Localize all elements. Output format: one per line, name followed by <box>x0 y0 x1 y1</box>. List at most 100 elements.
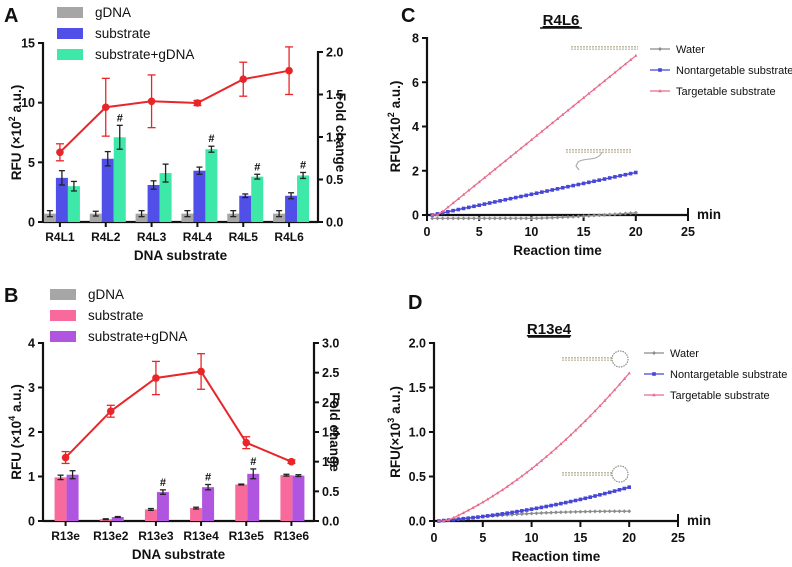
legend-label-D-1: Nontargetable substrate <box>670 369 787 381</box>
legend-label-B-0: gDNA <box>88 287 124 302</box>
series-point-C-0-19 <box>529 216 534 221</box>
y-axis-title-D-post: a.u.) <box>388 386 403 418</box>
y2-tick-label-A-4: 2.0 <box>326 46 343 60</box>
bar-A-gDNA-R4L5 <box>227 213 240 222</box>
legend-swatch-A-2 <box>57 49 83 60</box>
series-point-C-0-1 <box>435 216 440 221</box>
series-point-D-1-16 <box>515 509 519 514</box>
series-point-C-0-35 <box>612 212 617 217</box>
series-point-D-2-4 <box>456 513 460 517</box>
series-point-C-2-13 <box>498 163 502 167</box>
series-point-C-0-12 <box>492 216 497 221</box>
series-point-C-0-6 <box>461 216 466 221</box>
x-tick-label-B-4: R13e5 <box>229 529 265 543</box>
series-point-D-2-26 <box>564 437 568 441</box>
series-point-D-0-37 <box>617 509 622 514</box>
x-tick-label-B-3: R13e4 <box>183 529 219 543</box>
series-point-C-0-15 <box>508 216 513 221</box>
y-tick-label-B-0: 0 <box>28 515 35 529</box>
series-point-D-2-29 <box>578 423 582 427</box>
series-point-D-0-20 <box>534 511 539 516</box>
series-point-C-0-25 <box>560 215 565 220</box>
series-point-D-2-37 <box>617 382 622 386</box>
series-point-D-2-0 <box>437 519 441 523</box>
x-tick-label-A-5: R4L6 <box>274 230 304 244</box>
y2-axis-title-A: Fold change <box>333 93 348 173</box>
series-point-D-0-39 <box>627 509 632 514</box>
series-point-D-0-19 <box>529 511 534 516</box>
bar-A-substrate+gDNA-R4L6 <box>297 175 310 222</box>
series-point-C-2-5 <box>456 196 460 200</box>
x-tick-label-A-0: R4L1 <box>45 230 75 244</box>
series-point-C-2-34 <box>608 74 612 78</box>
series-point-C-0-13 <box>498 216 503 221</box>
series-point-D-2-35 <box>608 393 612 397</box>
bar-A-gDNA-R4L3 <box>135 213 148 222</box>
legend-marker-C-2 <box>658 89 662 93</box>
bar-B-substrate-R13e <box>54 477 67 521</box>
series-point-C-1-10 <box>482 202 487 206</box>
series-point-D-1-18 <box>524 508 529 512</box>
y2-tick-label-B-1: 0.5 <box>322 485 339 499</box>
series-point-D-1-14 <box>505 511 509 515</box>
series-point-C-1-36 <box>618 173 622 178</box>
fold-change-point-B-0 <box>61 453 70 462</box>
bar-A-substrate+gDNA-R4L4 <box>205 149 218 222</box>
bar-B-substrate-R13e6 <box>280 475 293 521</box>
chart-title-D: R13e4 <box>527 321 572 338</box>
y2-tick-label-A-3: 1.5 <box>326 88 343 102</box>
y-axis-title-C-post: a.u.) <box>388 81 403 113</box>
series-point-C-2-6 <box>461 192 466 196</box>
series-point-D-0-38 <box>622 509 627 514</box>
series-point-D-1-23 <box>549 503 553 508</box>
y-tick-label-D-0: 0.0 <box>409 515 426 529</box>
series-point-C-0-27 <box>571 214 576 219</box>
y-axis-title-D-sup: 3 <box>386 418 396 423</box>
series-point-C-0-7 <box>466 216 471 221</box>
series-point-C-1-38 <box>628 171 633 176</box>
significance-mark-A-R4L2: # <box>117 112 123 124</box>
x-tick-label-C-3: 15 <box>577 225 591 239</box>
series-point-C-2-29 <box>582 95 586 99</box>
series-point-C-0-29 <box>581 214 586 219</box>
series-point-C-1-32 <box>597 178 602 182</box>
series-point-D-2-33 <box>598 403 602 407</box>
series-point-C-0-23 <box>550 215 555 220</box>
legend-label-A-0: gDNA <box>95 5 131 20</box>
series-point-D-1-22 <box>544 504 549 509</box>
series-point-C-2-25 <box>561 112 565 116</box>
series-point-C-0-11 <box>487 216 492 221</box>
series-point-C-0-21 <box>539 216 544 221</box>
bar-A-gDNA-R4L4 <box>181 213 194 222</box>
series-point-D-1-15 <box>510 510 514 515</box>
series-point-C-1-4 <box>451 208 455 213</box>
fold-change-point-A-4 <box>239 75 248 83</box>
x-tick-label-C-1: 5 <box>476 225 483 239</box>
y-axis-title-D-text: RFU(×103 a.u.) <box>386 386 403 478</box>
series-point-C-2-0 <box>430 213 434 217</box>
series-point-C-0-16 <box>513 216 518 221</box>
series-point-C-1-21 <box>540 190 544 194</box>
series-point-D-1-26 <box>563 500 568 505</box>
series-point-C-0-14 <box>503 216 508 221</box>
y2-tick-label-A-2: 1.0 <box>326 131 343 145</box>
significance-mark-A-R4L4: # <box>208 133 214 145</box>
x-tick-label-B-2: R13e3 <box>138 529 174 543</box>
y-axis-title-C: RFU(×102 a.u.) <box>386 81 403 173</box>
series-point-D-0-28 <box>573 509 578 514</box>
series-point-C-1-14 <box>503 197 508 202</box>
legend-label-B-2: substrate+gDNA <box>88 329 187 344</box>
series-point-D-2-15 <box>510 481 514 485</box>
fold-change-point-A-2 <box>147 97 156 106</box>
series-point-C-1-19 <box>529 192 534 197</box>
series-point-C-0-30 <box>586 213 591 218</box>
series-point-D-2-17 <box>520 474 524 478</box>
series-point-D-1-32 <box>593 494 597 498</box>
significance-mark-A-R4L6: # <box>300 159 306 171</box>
y-axis-title-A: RFU (×102 a.u.) <box>7 85 24 180</box>
series-point-D-1-38 <box>622 486 627 491</box>
series-point-C-2-31 <box>592 87 596 91</box>
y-tick-label-A-1: 5 <box>28 156 35 170</box>
y-axis-title-C-pre: RFU(×10 <box>388 117 403 172</box>
series-point-C-1-20 <box>534 191 539 196</box>
